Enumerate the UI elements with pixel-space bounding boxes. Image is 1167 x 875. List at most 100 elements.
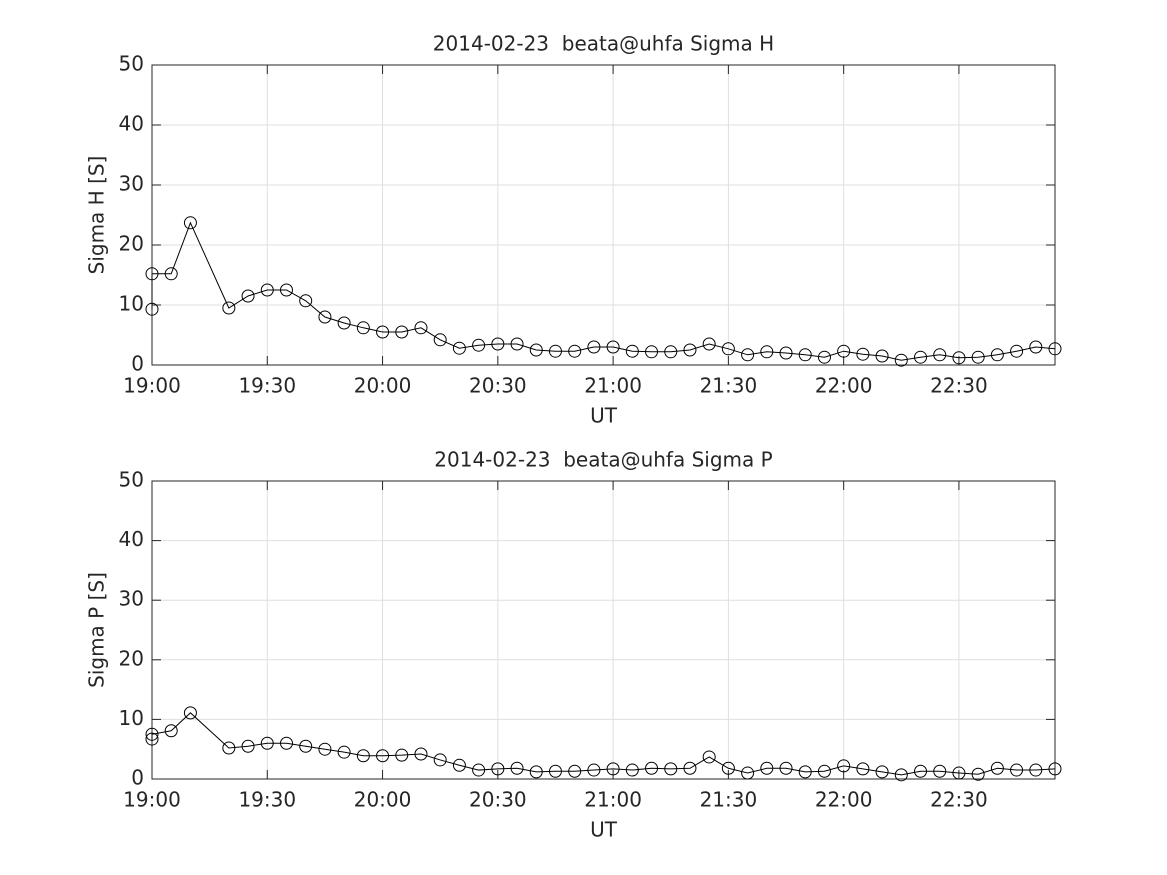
data-point: [491, 337, 505, 351]
data-point: [990, 348, 1004, 362]
data-point: [356, 321, 370, 335]
data-point: [472, 763, 486, 777]
data-point: [702, 337, 716, 351]
data-point: [414, 321, 428, 335]
x-tick-label: 21:00: [584, 788, 642, 812]
x-tick-label: 20:30: [469, 788, 527, 812]
axes-box: [151, 480, 1056, 780]
data-point: [1029, 340, 1043, 354]
data-point: [414, 747, 428, 761]
data-point: [183, 216, 197, 230]
data-point: [625, 763, 639, 777]
data-point: [914, 764, 928, 778]
data-point: [741, 766, 755, 780]
data-point: [1048, 342, 1062, 356]
plot-area: [152, 65, 1055, 365]
x-axis-label: UT: [590, 404, 618, 428]
data-point: [376, 325, 390, 339]
data-point: [798, 765, 812, 779]
data-point: [164, 724, 178, 738]
data-point: [645, 345, 659, 359]
data-point: [971, 350, 985, 364]
data-point: [798, 348, 812, 362]
data-point: [548, 764, 562, 778]
data-point: [529, 343, 543, 357]
data-point: [875, 765, 889, 779]
y-tick-label: 0: [131, 766, 144, 790]
axes-box: [151, 64, 1056, 366]
data-point: [779, 761, 793, 775]
x-tick-label: 19:00: [123, 374, 181, 398]
y-axis-label: Sigma H [S]: [85, 156, 109, 275]
chart-title: 2014-02-23 beata@uhfa Sigma H: [433, 32, 774, 56]
data-point: [241, 289, 255, 303]
data-point: [279, 283, 293, 297]
data-point: [279, 736, 293, 750]
data-point: [548, 344, 562, 358]
data-point: [741, 348, 755, 362]
data-point: [260, 283, 274, 297]
data-point: [145, 732, 159, 746]
data-point: [222, 741, 236, 755]
data-point: [606, 762, 620, 776]
data-point: [433, 753, 447, 767]
data-point: [433, 333, 447, 347]
x-tick-label: 19:00: [123, 788, 181, 812]
y-tick-label: 30: [119, 172, 144, 196]
x-tick-label: 21:30: [700, 788, 758, 812]
data-point: [587, 340, 601, 354]
data-point: [222, 301, 236, 315]
y-tick-label: 20: [119, 646, 144, 670]
data-point: [894, 353, 908, 367]
data-point: [145, 302, 159, 316]
y-tick-label: 50: [119, 468, 144, 492]
x-tick-label: 20:30: [469, 374, 527, 398]
data-point: [337, 745, 351, 759]
data-point: [145, 727, 159, 741]
data-point: [395, 748, 409, 762]
x-tick-label: 21:30: [700, 374, 758, 398]
data-point: [145, 267, 159, 281]
data-point: [933, 348, 947, 362]
data-point: [183, 706, 197, 720]
data-point: [625, 344, 639, 358]
data-point: [1048, 762, 1062, 776]
data-point: [510, 337, 524, 351]
data-point: [529, 765, 543, 779]
y-tick-label: 40: [119, 112, 144, 136]
y-tick-label: 40: [119, 527, 144, 551]
x-tick-label: 22:30: [930, 374, 988, 398]
data-point: [894, 768, 908, 782]
data-point: [491, 762, 505, 776]
data-point: [1029, 763, 1043, 777]
x-tick-label: 19:30: [238, 374, 296, 398]
chart-title: 2014-02-23 beata@uhfa Sigma P: [434, 448, 772, 472]
data-point: [337, 316, 351, 330]
data-point: [664, 345, 678, 359]
data-point: [721, 342, 735, 356]
data-point: [990, 761, 1004, 775]
x-tick-label: 20:00: [354, 788, 412, 812]
data-point: [817, 350, 831, 364]
data-line: [151, 221, 1056, 361]
data-point: [356, 749, 370, 763]
data-point: [452, 758, 466, 772]
data-point: [933, 764, 947, 778]
data-point: [721, 761, 735, 775]
y-tick-label: 20: [119, 232, 144, 256]
data-point: [779, 346, 793, 360]
data-point: [260, 736, 274, 750]
data-point: [472, 338, 486, 352]
data-point: [587, 763, 601, 777]
data-point: [914, 350, 928, 364]
data-point: [856, 347, 870, 361]
y-tick-label: 0: [131, 352, 144, 376]
data-point: [952, 766, 966, 780]
data-point: [606, 340, 620, 354]
data-point: [683, 343, 697, 357]
data-point: [875, 349, 889, 363]
x-tick-label: 21:00: [584, 374, 642, 398]
data-point: [817, 764, 831, 778]
